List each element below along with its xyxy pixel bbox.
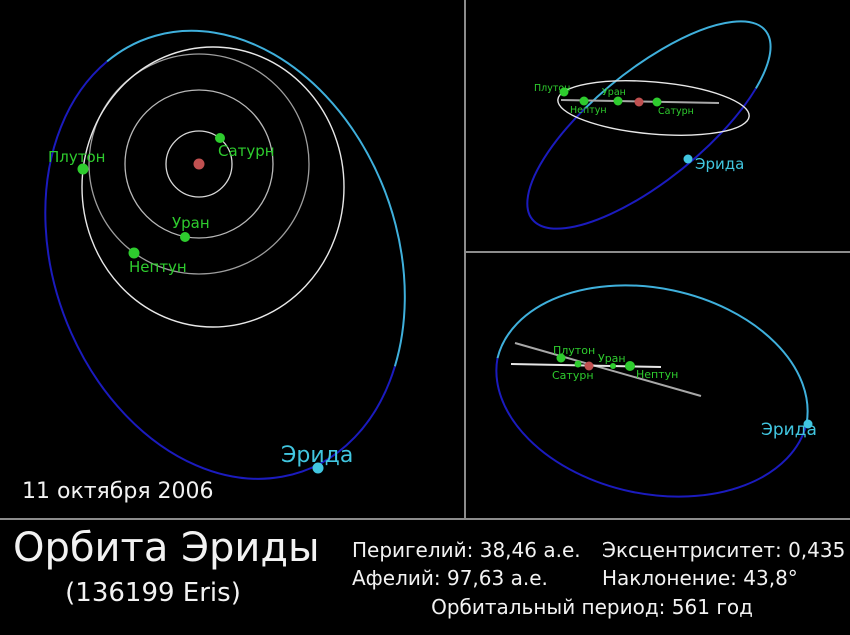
eris-orbit-blue-arc <box>44 60 396 480</box>
saturn-dot <box>574 360 582 368</box>
saturn-label: Сатурн <box>552 369 594 382</box>
stat-orbital-period-label: Орбитальный период: <box>431 595 666 619</box>
pluto-label: Плутон <box>553 344 595 357</box>
stat-inclination: Наклонение: 43,8° <box>602 566 798 590</box>
eris-dot <box>803 419 813 429</box>
eris-label: Эрида <box>761 420 817 440</box>
right-horizontal-divider <box>464 251 850 253</box>
vertical-divider <box>464 0 466 520</box>
neptune-dot <box>579 96 589 106</box>
stat-eccentricity: Эксцентриситет: 0,435 <box>602 538 845 562</box>
eris-orbit-blue-arc <box>526 87 757 230</box>
pluto-dot <box>559 87 569 97</box>
panel-edge-on-view: Плутон Нептун Уран Сатурн Эрида <box>526 20 772 230</box>
eris-label: Эрида <box>281 443 353 468</box>
eris-dot <box>683 154 693 164</box>
panel-top-down-view: Сатурн Плутон Уран Нептун Эрида 11 октяб… <box>22 29 406 504</box>
page-subtitle: (136199 Eris) <box>65 578 241 608</box>
saturn-dot <box>215 133 225 143</box>
stat-inclination-value: 43,8° <box>743 566 798 590</box>
pluto-orbit-ellipse <box>81 46 345 328</box>
orbit-info-panel: Орбита Эриды (136199 Eris) Перигелий: 38… <box>0 520 850 635</box>
pluto-dot <box>77 163 89 175</box>
sun-dot <box>634 97 644 107</box>
bottom-horizontal-divider <box>0 518 850 520</box>
eris-orbit-blue-arc <box>495 357 808 498</box>
pluto-orbit-plane-line <box>514 342 702 397</box>
saturn-label: Сатурн <box>658 106 694 117</box>
stat-aphelion-label: Афелий: <box>352 566 441 590</box>
uranus-dot <box>613 96 623 106</box>
eris-orbit-cyan-arc <box>584 20 772 109</box>
pluto-orbit-ellipse <box>557 80 750 136</box>
pluto-label: Плутон <box>48 148 105 166</box>
stat-aphelion: Афелий: 97,63 а.е. <box>352 566 548 590</box>
uranus-orbit-circle <box>124 89 274 239</box>
panel-oblique-view: Плутон Сатурн Уран Нептун Эрида <box>495 284 817 498</box>
stat-perihelion: Перигелий: 38,46 а.е. <box>352 538 581 562</box>
neptune-dot <box>625 361 635 371</box>
date-caption: 11 октября 2006 <box>22 479 214 504</box>
neptune-label: Нептун <box>636 368 678 381</box>
eris-orbit-cyan-arc <box>106 29 406 367</box>
stat-inclination-label: Наклонение: <box>602 566 737 590</box>
uranus-dot <box>180 232 190 242</box>
uranus-label: Уран <box>598 352 626 365</box>
uranus-label: Уран <box>602 87 626 98</box>
saturn-dot <box>652 97 662 107</box>
stat-perihelion-value: 38,46 а.е. <box>479 538 581 562</box>
stat-eccentricity-value: 0,435 <box>788 538 846 562</box>
neptune-label: Нептун <box>129 258 187 276</box>
neptune-label: Нептун <box>570 105 607 116</box>
eris-orbit-cyan-arc <box>496 284 809 425</box>
pluto-dot <box>556 353 566 363</box>
stat-eccentricity-label: Эксцентриситет: <box>602 538 782 562</box>
page-title: Орбита Эриды <box>13 525 320 571</box>
stat-perihelion-label: Перигелий: <box>352 538 474 562</box>
stat-orbital-period: Орбитальный период: 561 год <box>352 595 832 619</box>
saturn-label: Сатурн <box>218 142 275 160</box>
eris-dot <box>312 462 324 474</box>
neptune-orbit-circle <box>88 53 310 275</box>
uranus-dot <box>610 363 616 369</box>
stat-aphelion-value: 97,63 а.е. <box>446 566 548 590</box>
stat-orbital-period-value: 561 год <box>671 595 753 619</box>
neptune-dot <box>128 247 140 259</box>
eris-label: Эрида <box>695 155 744 173</box>
saturn-orbit-circle <box>165 130 233 198</box>
sun-dot <box>193 158 205 170</box>
sun-dot <box>584 361 594 371</box>
pluto-label: Плутон <box>534 83 570 94</box>
uranus-label: Уран <box>172 214 210 232</box>
